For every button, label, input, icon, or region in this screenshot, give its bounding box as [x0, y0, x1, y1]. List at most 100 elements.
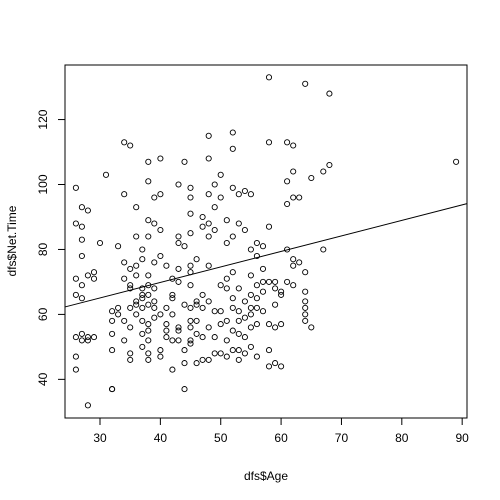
data-point [157, 252, 164, 260]
data-point [175, 265, 182, 272]
data-point [253, 252, 260, 260]
data-point [133, 233, 140, 240]
data-point [72, 220, 79, 227]
data-point [151, 298, 158, 305]
data-point [278, 291, 285, 298]
data-point [235, 347, 242, 354]
data-point [157, 311, 164, 318]
data-point [175, 324, 182, 331]
data-point [145, 350, 152, 357]
data-point [235, 285, 242, 292]
regression-line [64, 203, 468, 308]
data-point [205, 262, 212, 269]
data-point [121, 259, 128, 266]
data-point [127, 142, 134, 149]
data-point [145, 158, 152, 165]
data-point [121, 317, 128, 324]
data-point [290, 262, 297, 269]
data-point [247, 291, 254, 298]
data-point [199, 291, 206, 298]
data-point [229, 145, 236, 152]
data-point [145, 178, 152, 185]
data-point [187, 317, 194, 324]
data-point [151, 220, 158, 227]
data-point [278, 363, 285, 370]
x-axis: 30 40 50 60 70 80 90 [93, 417, 469, 445]
data-point [290, 282, 297, 289]
data-point [199, 334, 206, 341]
data-point [253, 282, 260, 289]
data-point [296, 259, 303, 266]
data-point [109, 308, 116, 315]
data-point [302, 304, 309, 311]
data-point [278, 321, 285, 328]
data-point [290, 142, 297, 149]
data-point [205, 220, 212, 227]
data-point [247, 304, 254, 311]
data-point [259, 278, 267, 285]
data-point [127, 285, 134, 292]
data-point [290, 256, 297, 263]
data-point [326, 161, 333, 169]
data-point [121, 275, 128, 282]
data-point [223, 239, 230, 247]
data-point [217, 350, 224, 357]
data-point [78, 223, 85, 230]
data-point [193, 256, 200, 263]
data-point [139, 285, 146, 292]
data-point [157, 353, 164, 360]
data-point [211, 226, 218, 234]
data-point [133, 311, 140, 318]
data-point [72, 184, 79, 191]
data-point [308, 324, 315, 331]
data-point [169, 311, 176, 318]
data-point [72, 291, 79, 298]
data-point [175, 239, 182, 247]
data-point [272, 324, 279, 331]
data-point [187, 340, 194, 347]
data-point [127, 324, 134, 331]
data-point [193, 330, 200, 337]
data-point [223, 353, 230, 360]
data-point [193, 317, 200, 324]
y-tick-label: 100 [36, 174, 50, 194]
data-point [223, 285, 230, 292]
data-point [181, 301, 188, 308]
data-point [78, 236, 85, 243]
data-point [151, 259, 158, 266]
data-point [235, 220, 242, 227]
data-point [199, 356, 206, 363]
data-point [187, 324, 194, 331]
data-point [290, 168, 297, 175]
data-point [229, 233, 236, 240]
x-axis-label: dfs$Age [244, 469, 288, 483]
y-tick-label: 80 [36, 242, 50, 256]
data-point [253, 295, 260, 302]
data-point [326, 90, 333, 97]
data-point [115, 304, 122, 311]
data-point [259, 308, 267, 315]
data-point [193, 360, 200, 367]
data-point [265, 347, 273, 354]
data-point [302, 269, 309, 276]
data-point [217, 308, 224, 315]
data-point [235, 330, 242, 337]
data-point [90, 334, 98, 341]
data-point [169, 291, 176, 298]
data-point [169, 366, 176, 373]
data-point [259, 243, 267, 250]
data-point [187, 282, 194, 289]
data-point [241, 226, 248, 234]
data-point [302, 317, 309, 324]
data-point [272, 278, 279, 285]
data-point [253, 353, 260, 360]
data-point [157, 191, 164, 198]
data-point [133, 204, 140, 211]
data-point [139, 256, 146, 263]
data-point [241, 314, 248, 321]
data-point [265, 278, 273, 285]
data-point [187, 304, 194, 311]
data-point [84, 334, 91, 341]
data-point [145, 327, 152, 334]
data-point [217, 321, 224, 328]
